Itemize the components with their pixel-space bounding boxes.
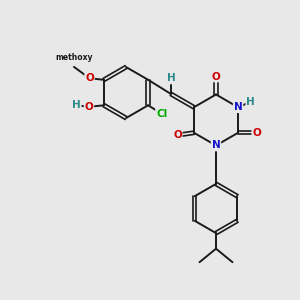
Text: O: O [212, 71, 220, 82]
Text: O: O [252, 128, 261, 138]
Text: H: H [246, 97, 255, 107]
Text: N: N [212, 140, 220, 151]
Text: H: H [167, 74, 176, 83]
Text: Cl: Cl [156, 109, 167, 119]
Text: H: H [72, 100, 81, 110]
Text: methoxy: methoxy [55, 52, 93, 62]
Text: O: O [85, 102, 93, 112]
Text: O: O [85, 73, 94, 83]
Text: O: O [173, 130, 182, 140]
Text: N: N [234, 102, 242, 112]
